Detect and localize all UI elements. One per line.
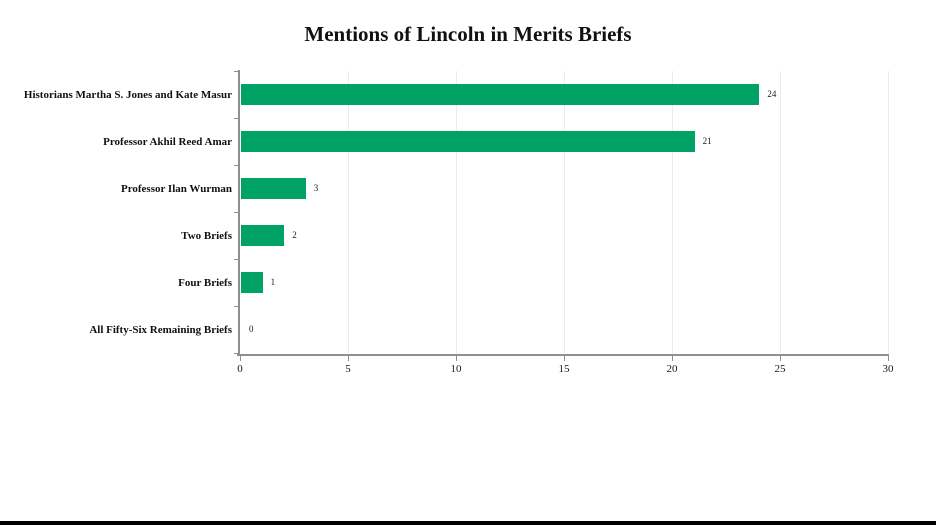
- bar-row: Professor Akhil Reed Amar 21: [103, 118, 888, 165]
- category-label: All Fifty-Six Remaining Briefs: [89, 323, 232, 336]
- category-label: Two Briefs: [181, 229, 232, 242]
- x-tick-label: 5: [345, 363, 351, 375]
- bar: [241, 131, 695, 152]
- gridline: [887, 71, 889, 354]
- bar: [241, 225, 285, 246]
- x-tick-label: 25: [774, 363, 786, 375]
- gridline: [347, 71, 349, 354]
- x-axis-tick: [672, 356, 673, 361]
- bar-row: All Fifty-Six Remaining Briefs 0: [89, 306, 888, 353]
- gridline: [455, 71, 457, 354]
- x-axis-tick: [888, 356, 889, 361]
- x-axis-tick: [240, 356, 241, 361]
- bar-row: Professor Ilan Wurman 3: [121, 165, 888, 212]
- bar-row: Two Briefs 2: [181, 212, 888, 259]
- gridline: [671, 71, 673, 354]
- x-tick-label: 15: [558, 363, 570, 375]
- bottom-divider: [0, 521, 936, 525]
- bar: [241, 272, 263, 293]
- x-tick-label: 10: [450, 363, 462, 375]
- y-axis-tick: [234, 118, 239, 119]
- x-axis-tick: [564, 356, 565, 361]
- bar-row: Historians Martha S. Jones and Kate Masu…: [24, 71, 888, 118]
- y-axis-line: [238, 70, 240, 356]
- category-label: Four Briefs: [178, 276, 232, 289]
- x-axis-line: [237, 354, 889, 356]
- y-axis-tick: [234, 71, 239, 72]
- chart-title: Mentions of Lincoln in Merits Briefs: [304, 22, 632, 46]
- value-label: 1: [270, 277, 276, 287]
- y-axis-tick: [234, 259, 239, 260]
- value-label: 3: [313, 183, 319, 193]
- category-label: Professor Ilan Wurman: [120, 182, 232, 195]
- plot-area: Historians Martha S. Jones and Kate Masu…: [24, 71, 894, 375]
- x-tick-label: 0: [237, 363, 243, 375]
- bar-row: Four Briefs 1: [178, 259, 888, 306]
- x-tick-label: 20: [666, 363, 678, 375]
- bar: [241, 178, 306, 199]
- x-axis-tick: [456, 356, 457, 361]
- y-axis-tick: [234, 165, 239, 166]
- y-axis-tick: [234, 212, 239, 213]
- y-axis-tick: [234, 353, 239, 354]
- category-label: Professor Akhil Reed Amar: [103, 135, 232, 148]
- gridline: [779, 71, 781, 354]
- x-tick-label: 30: [882, 363, 894, 375]
- value-label: 0: [249, 324, 254, 334]
- value-label: 24: [767, 89, 777, 99]
- bar: [241, 84, 760, 105]
- gridline: [563, 71, 565, 354]
- value-label: 2: [292, 230, 297, 240]
- x-axis-tick: [348, 356, 349, 361]
- x-axis-tick: [780, 356, 781, 361]
- category-label: Historians Martha S. Jones and Kate Masu…: [23, 88, 232, 101]
- y-axis-tick: [234, 306, 239, 307]
- value-label: 21: [702, 136, 712, 146]
